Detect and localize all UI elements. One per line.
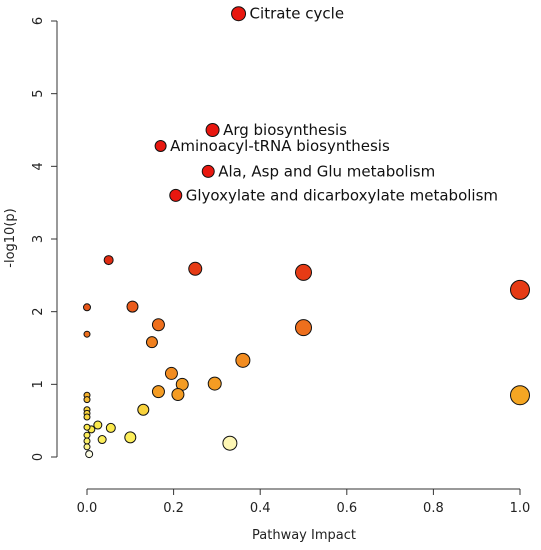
point-label: Citrate cycle (250, 5, 345, 23)
data-point (83, 413, 91, 421)
data-point (83, 330, 91, 338)
y-tick-label: 0 (31, 453, 46, 461)
x-tick-label: 1.0 (510, 501, 531, 516)
data-point (169, 188, 183, 202)
data-point (83, 396, 91, 404)
data-point (295, 319, 312, 337)
x-tick-label: 0.0 (77, 501, 98, 516)
data-point (164, 366, 178, 380)
data-point (145, 336, 158, 349)
points-layer (83, 6, 530, 459)
x-tick-label: 0.2 (163, 501, 184, 516)
data-point (137, 403, 150, 416)
data-point (154, 139, 167, 152)
data-point (83, 431, 91, 439)
x-axis-label: Pathway Impact (252, 528, 356, 543)
data-point (151, 318, 165, 332)
data-point (188, 261, 203, 276)
y-axis-label: -log10(p) (3, 208, 18, 267)
y-tick-label: 6 (31, 17, 46, 25)
data-point (83, 437, 91, 445)
y-tick-label: 1 (31, 380, 46, 388)
data-point (171, 388, 185, 402)
data-point (510, 385, 530, 406)
data-point (205, 123, 220, 137)
point-label: Glyoxylate and dicarboxylate metabolism (186, 186, 498, 204)
x-tick-label: 0.8 (423, 501, 444, 516)
data-point (207, 376, 222, 391)
y-tick-label: 3 (31, 235, 46, 243)
data-point (85, 450, 94, 459)
point-label: Aminoacyl-tRNA biosynthesis (170, 137, 390, 155)
x-tick-label: 0.4 (250, 501, 271, 516)
data-point (103, 255, 114, 266)
data-point (105, 422, 116, 433)
x-axis: 0.0 0.2 0.4 0.6 0.8 1.0 (77, 488, 531, 516)
data-point (510, 279, 530, 300)
labels-layer: Citrate cycle Arg biosynthesisAminoacyl-t… (170, 5, 498, 205)
data-point (126, 300, 139, 313)
data-point (151, 385, 165, 399)
y-tick-label: 2 (31, 308, 46, 316)
data-point (83, 423, 91, 431)
data-point (124, 431, 137, 444)
data-point (93, 420, 103, 430)
data-point (83, 443, 91, 451)
y-tick-label: 5 (31, 90, 46, 98)
data-point (83, 303, 91, 312)
y-tick-label: 4 (31, 162, 46, 170)
data-point (235, 352, 251, 368)
x-tick-label: 0.6 (336, 501, 357, 516)
data-point (97, 435, 107, 445)
point-label: Ala, Asp and Glu metabolism (218, 162, 435, 180)
data-point (201, 164, 215, 178)
data-point (295, 263, 312, 281)
y-axis: 0 1 2 3 4 5 6 (31, 17, 58, 461)
data-point (222, 435, 238, 451)
point-label: Arg biosynthesis (223, 121, 347, 139)
data-point (231, 6, 247, 22)
